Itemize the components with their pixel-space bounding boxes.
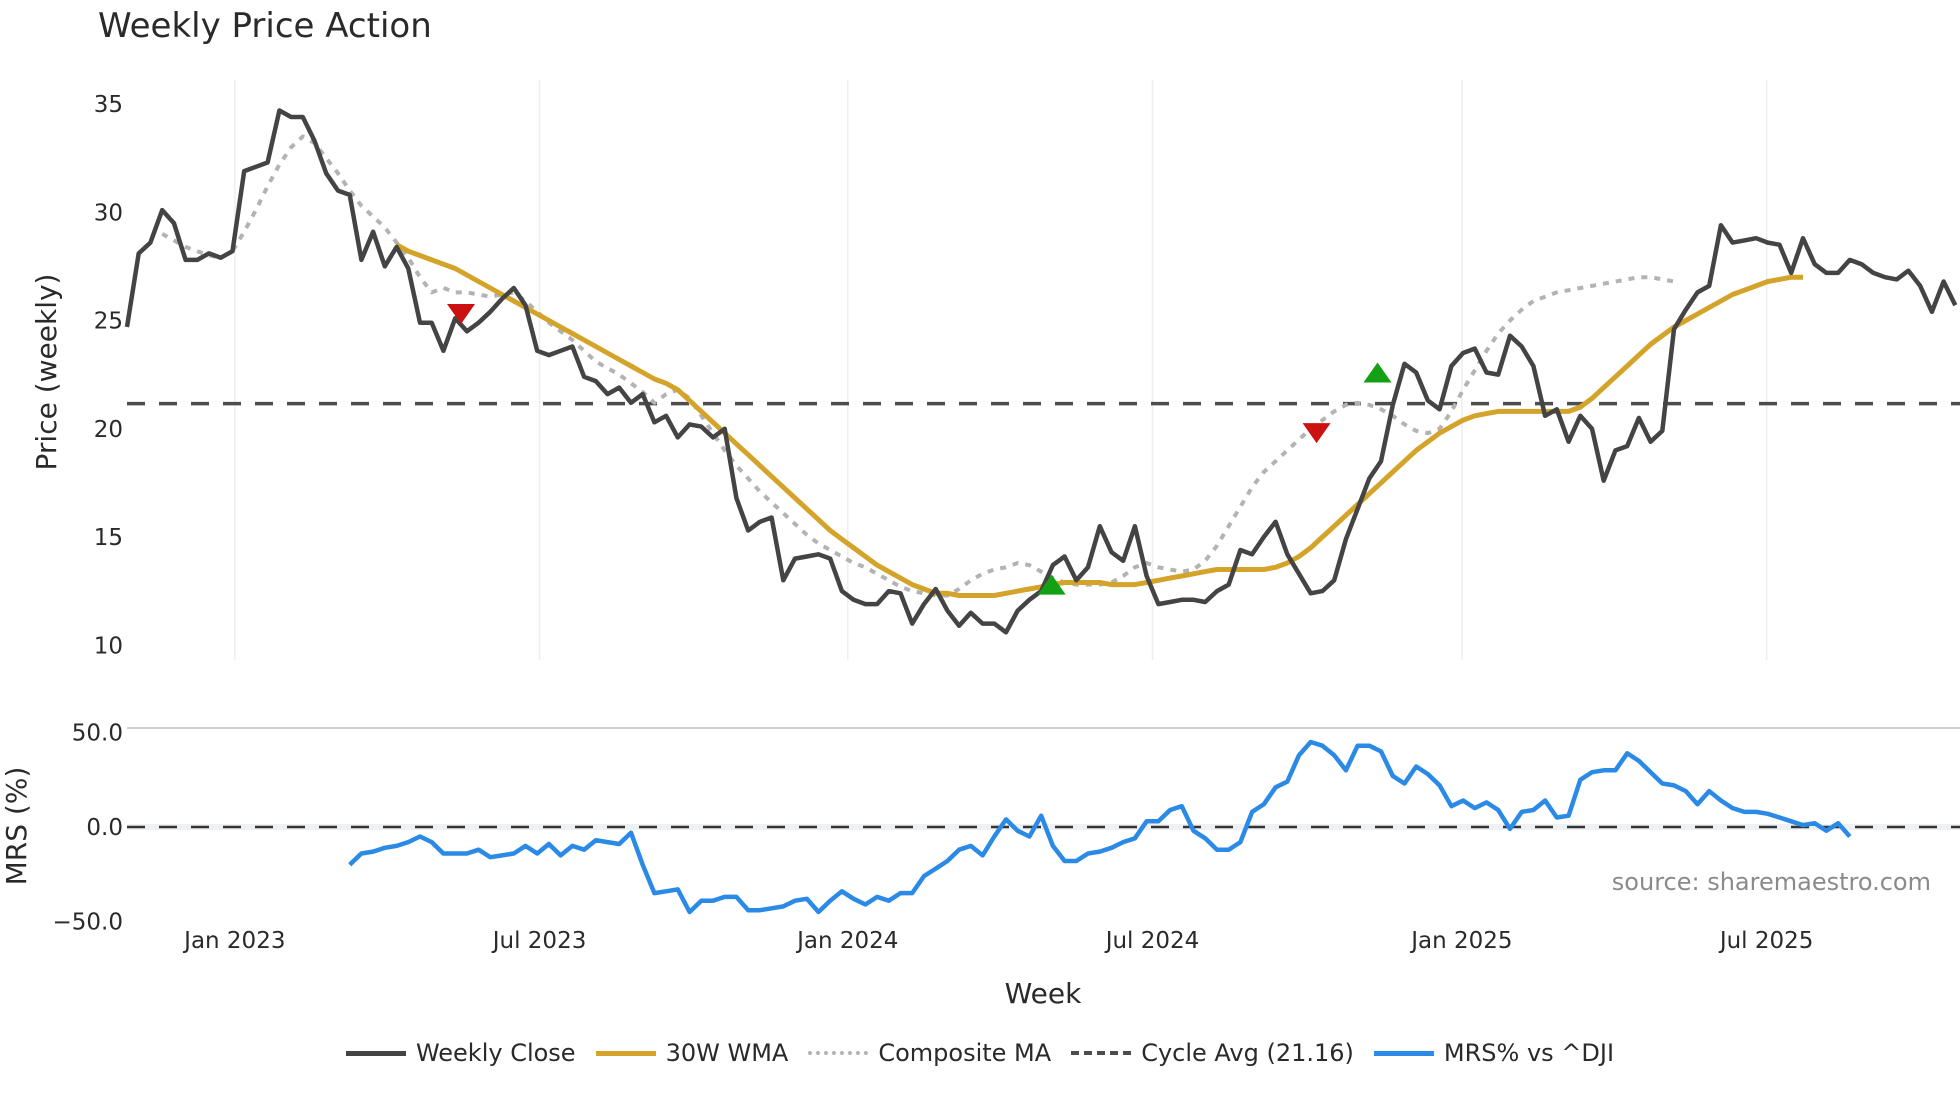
x-tick-label: Jan 2024 [795,928,898,954]
mrs-panel: 50.0 0.0 −50.0 [53,721,1960,936]
x-axis-title: Week [1005,977,1082,1010]
sell-signal-marker [447,304,476,325]
buy-signal-marker [1363,362,1392,383]
price-tick-label: 20 [94,417,123,443]
legend-label: Cycle Avg (21.16) [1141,1039,1354,1067]
legend-item[interactable]: 30W WMA [595,1039,789,1067]
legend-label: 30W WMA [665,1039,789,1067]
vertical-gridlines [234,80,1768,660]
x-tick-label: Jul 2023 [491,928,587,954]
price-tick-label: 10 [94,633,123,659]
mrs-tick-label: −50.0 [53,910,123,936]
price-tick-label: 15 [94,525,123,551]
legend-item[interactable]: Composite MA [808,1039,1051,1067]
x-tick-label: Jul 2025 [1718,928,1814,954]
mrs-tick-label: 50.0 [72,721,123,747]
price-series [124,108,1960,915]
x-tick-label: Jan 2025 [1409,928,1512,954]
x-tick-label: Jan 2023 [182,928,285,954]
price-axis-title: Price (weekly) [30,274,63,471]
mrs-line [348,739,1852,915]
mrs-axis-title: MRS (%) [0,767,33,886]
legend: Weekly Close 30W WMA Composite MA Cycle Avg… [0,1036,1960,1070]
legend-swatch-icon [345,1050,406,1056]
sell-signal-marker [1302,423,1331,444]
source-label: source: sharemaestro.com [1612,868,1931,896]
legend-swatch-icon [1373,1050,1434,1056]
legend-label: Composite MA [878,1039,1052,1067]
wma-30w-line [395,242,1803,598]
price-axis-ticks: 35 30 25 20 15 10 [94,92,123,659]
weekly-close-line [124,108,1958,635]
legend-item[interactable]: MRS% vs ^DJI [1373,1039,1615,1067]
legend-item[interactable]: Cycle Avg (21.16) [1071,1039,1354,1067]
price-tick-label: 30 [94,200,123,226]
x-tick-label: Jul 2024 [1104,928,1200,954]
legend-swatch-icon [595,1050,656,1056]
legend-item[interactable]: Weekly Close [345,1039,576,1067]
legend-label: Weekly Close [415,1039,576,1067]
mrs-tick-label: 0.0 [86,815,123,841]
legend-label: MRS% vs ^DJI [1443,1039,1615,1067]
composite-ma-line [161,134,1675,598]
price-tick-label: 25 [94,309,123,335]
x-axis-ticks: Jan 2023 Jul 2023 Jan 2024 Jul 2024 Jan 2025… [182,928,1813,954]
chart-title: Weekly Price Action [98,6,432,46]
buy-signal-marker [1037,574,1066,595]
legend-swatch-icon [1071,1051,1132,1055]
price-tick-label: 35 [94,92,123,118]
legend-swatch-icon [808,1051,869,1055]
